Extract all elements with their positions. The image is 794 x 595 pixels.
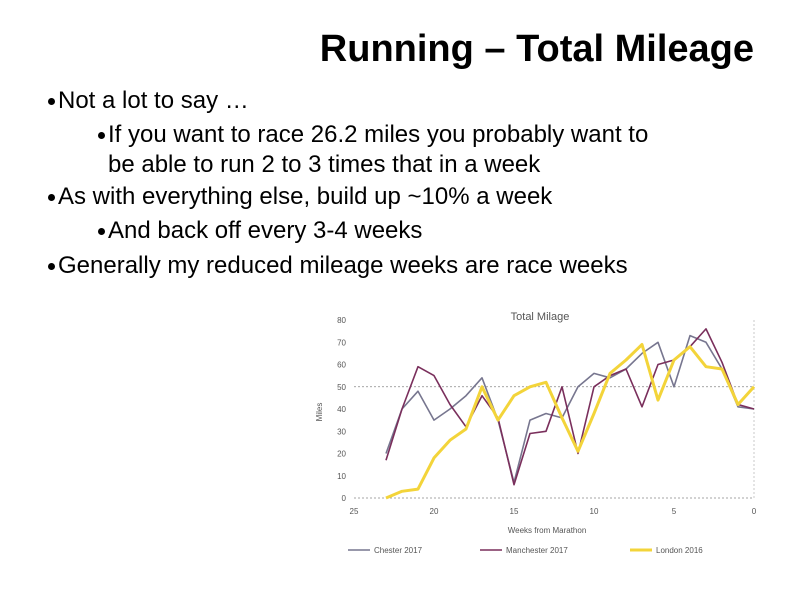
x-tick-label: 20	[430, 507, 439, 516]
x-tick-label: 0	[752, 507, 757, 516]
sub-bullet-item: If you want to race 26.2 miles you proba…	[108, 121, 649, 148]
chart-legend: Chester 2017 Manchester 2017 London 2016	[348, 546, 703, 555]
series-line-london-2016	[385, 343, 756, 500]
y-axis-label: Miles	[315, 403, 324, 422]
x-axis-ticks: 25 20 15 10 5 0	[350, 507, 757, 516]
y-tick-label: 70	[337, 338, 346, 347]
legend-label: Manchester 2017	[506, 546, 568, 555]
chart-series	[385, 328, 756, 500]
y-tick-label: 30	[337, 427, 346, 436]
bullet-item: As with everything else, build up ~10% a…	[58, 183, 553, 210]
sub-bullet-continuation: be able to run 2 to 3 times that in a we…	[108, 151, 541, 178]
y-axis-ticks: 0 10 20 30 40 50 60 70 80	[337, 316, 346, 503]
sub-bullet-dot	[98, 132, 105, 139]
x-tick-label: 15	[510, 507, 519, 516]
bullet-dot	[48, 263, 55, 270]
y-tick-label: 60	[337, 361, 346, 370]
y-tick-label: 80	[337, 316, 346, 325]
x-axis-label: Weeks from Marathon	[508, 526, 587, 535]
x-tick-label: 25	[350, 507, 359, 516]
legend-label: Chester 2017	[374, 546, 423, 555]
chart-title: Total Milage	[511, 311, 570, 323]
sub-bullet-item: And back off every 3-4 weeks	[108, 217, 423, 244]
y-tick-label: 40	[337, 405, 346, 414]
y-tick-label: 50	[337, 383, 346, 392]
slide-title: Running – Total Mileage	[319, 28, 754, 70]
series-line-chester-2017	[385, 334, 755, 484]
sub-bullet-dot	[98, 228, 105, 235]
y-tick-label: 10	[337, 472, 346, 481]
x-tick-label: 5	[672, 507, 677, 516]
bullet-item: Not a lot to say …	[58, 87, 249, 114]
x-tick-label: 10	[590, 507, 599, 516]
bullet-item: Generally my reduced mileage weeks are r…	[58, 252, 628, 279]
y-tick-label: 0	[342, 494, 347, 503]
bullet-dot	[48, 194, 55, 201]
series-line-manchester-2017	[385, 328, 755, 486]
y-tick-label: 20	[337, 450, 346, 459]
bullet-dot	[48, 98, 55, 105]
legend-label: London 2016	[656, 546, 703, 555]
